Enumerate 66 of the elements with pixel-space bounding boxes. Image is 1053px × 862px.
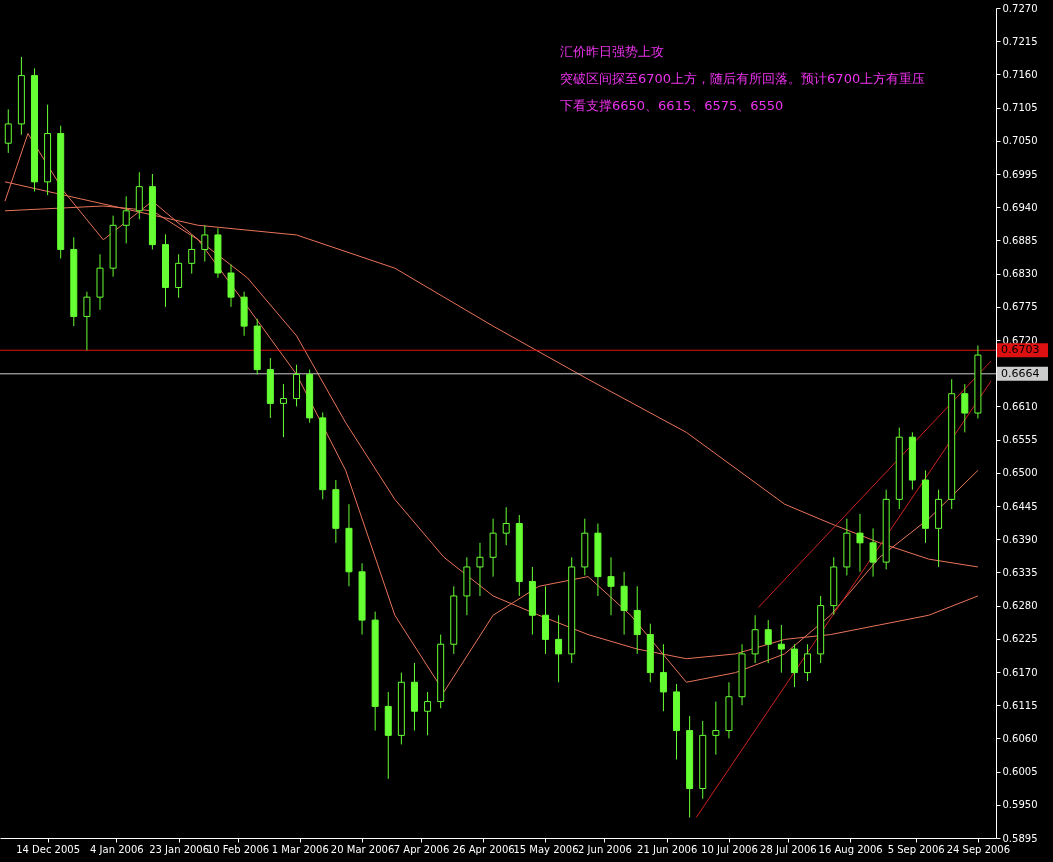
x-tick-label: 5 Sep 2006	[887, 843, 945, 855]
y-tick-label: 0.7160	[1002, 68, 1038, 80]
x-tick-label: 2 Jun 2006	[578, 843, 632, 855]
y-tick-label: 0.6885	[1002, 234, 1038, 246]
y-tick-label: 0.6500	[1002, 467, 1038, 479]
candlestick	[804, 643, 812, 682]
candlestick	[424, 691, 432, 736]
y-tick-label: 0.6280	[1002, 600, 1038, 612]
candlestick	[712, 701, 720, 756]
candlestick	[961, 383, 969, 433]
x-tick-label: 20 Mar 2006	[330, 843, 395, 855]
x-tick-label: 26 Apr 2006	[452, 843, 515, 855]
y-tick-label: 0.7270	[1002, 2, 1038, 14]
annotation: 汇价昨日强势上攻	[560, 44, 664, 59]
ref-line-label: 0.6703	[1001, 343, 1040, 357]
y-tick-label: 0.5895	[1002, 832, 1038, 844]
candlestick	[790, 643, 798, 688]
candlestick	[279, 383, 287, 438]
y-tick-label: 0.7215	[1002, 35, 1038, 47]
x-tick-label: 24 Sep 2006	[946, 843, 1011, 855]
x-tick-label: 10 Jul 2006	[701, 843, 758, 855]
x-tick-label: 7 Apr 2006	[393, 843, 450, 855]
candlestick	[764, 619, 772, 664]
y-tick-label: 0.6610	[1002, 400, 1038, 412]
x-tick-label: 14 Dec 2005	[16, 843, 81, 855]
y-tick-label: 0.6445	[1002, 500, 1038, 512]
candlestick	[856, 513, 864, 573]
candlestick	[502, 506, 510, 546]
candlestick	[555, 614, 563, 683]
candlestick	[777, 624, 785, 674]
y-tick-label: 0.6060	[1002, 732, 1038, 744]
y-tick-label: 0.6225	[1002, 633, 1038, 645]
y-tick-label: 0.6390	[1002, 533, 1038, 545]
y-tick-label: 0.6170	[1002, 666, 1038, 678]
x-tick-label: 4 Jan 2006	[90, 843, 144, 855]
x-tick-label: 16 Aug 2006	[818, 843, 883, 855]
y-tick-label: 0.6940	[1002, 201, 1038, 213]
candlestick	[83, 291, 91, 351]
candlestick	[607, 556, 615, 616]
candlestick	[869, 527, 877, 578]
y-tick-label: 0.6115	[1002, 699, 1038, 711]
y-tick-label: 0.7050	[1002, 135, 1038, 147]
candlestick	[4, 108, 12, 154]
y-tick-label: 0.6555	[1002, 434, 1038, 446]
x-tick-label: 23 Jan 2006	[149, 843, 210, 855]
candlestick	[122, 195, 130, 244]
x-tick-label: 21 Jun 2006	[637, 843, 698, 855]
candlestick	[476, 542, 484, 597]
candlestick	[659, 643, 667, 712]
candlestick	[188, 234, 196, 275]
candlestick	[201, 224, 209, 263]
y-tick-label: 0.7105	[1002, 102, 1038, 114]
y-tick-label: 0.6720	[1002, 334, 1038, 346]
line-series	[4, 133, 979, 693]
annotation: 突破区间探至6700上方，随后有所回落。预计6700上方有重压	[560, 71, 926, 86]
y-tick-label: 0.6005	[1002, 766, 1038, 778]
x-tick-label: 15 May 2006	[513, 843, 579, 855]
x-tick-label: 28 Jul 2006	[760, 843, 817, 855]
y-tick-label: 0.5950	[1002, 799, 1038, 811]
y-tick-label: 0.6335	[1002, 566, 1038, 578]
ref-line-label: 0.6664	[1001, 366, 1040, 380]
annotation: 下看支撑6650、6615、6575、6550	[560, 98, 784, 113]
y-tick-label: 0.6775	[1002, 301, 1038, 313]
y-tick-label: 0.6995	[1002, 168, 1038, 180]
y-tick-label: 0.6830	[1002, 268, 1038, 280]
x-tick-label: 1 Mar 2006	[271, 843, 329, 855]
